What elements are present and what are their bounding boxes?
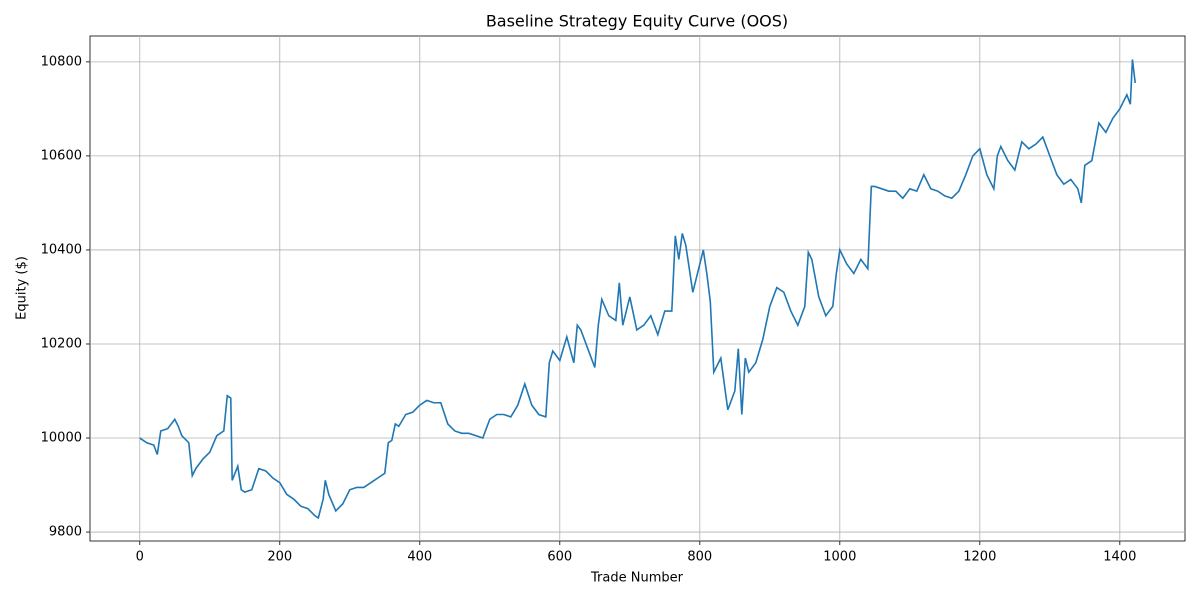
y-tick-label: 10000 (41, 431, 82, 446)
chart-title: Baseline Strategy Equity Curve (OOS) (486, 12, 788, 31)
plot-frame (89, 35, 1186, 542)
x-tick-label: 800 (687, 550, 712, 565)
x-tick-label: 400 (407, 550, 432, 565)
y-tick-label: 9800 (49, 525, 82, 540)
y-tick-label: 10600 (41, 148, 82, 163)
x-tick-label: 1400 (1103, 550, 1136, 565)
equity-line (139, 59, 1137, 520)
x-tick-label: 600 (547, 550, 572, 565)
x-tick-label: 0 (136, 550, 144, 565)
y-axis-label: Equity ($) (15, 256, 30, 320)
x-tick-label: 1200 (963, 550, 996, 565)
y-tick-label: 10400 (41, 242, 82, 257)
x-tick-label: 1000 (823, 550, 856, 565)
y-tick-label: 10800 (41, 54, 82, 69)
y-tick-label: 10200 (41, 336, 82, 351)
x-axis-label: Trade Number (590, 571, 684, 586)
x-tick-label: 200 (267, 550, 292, 565)
